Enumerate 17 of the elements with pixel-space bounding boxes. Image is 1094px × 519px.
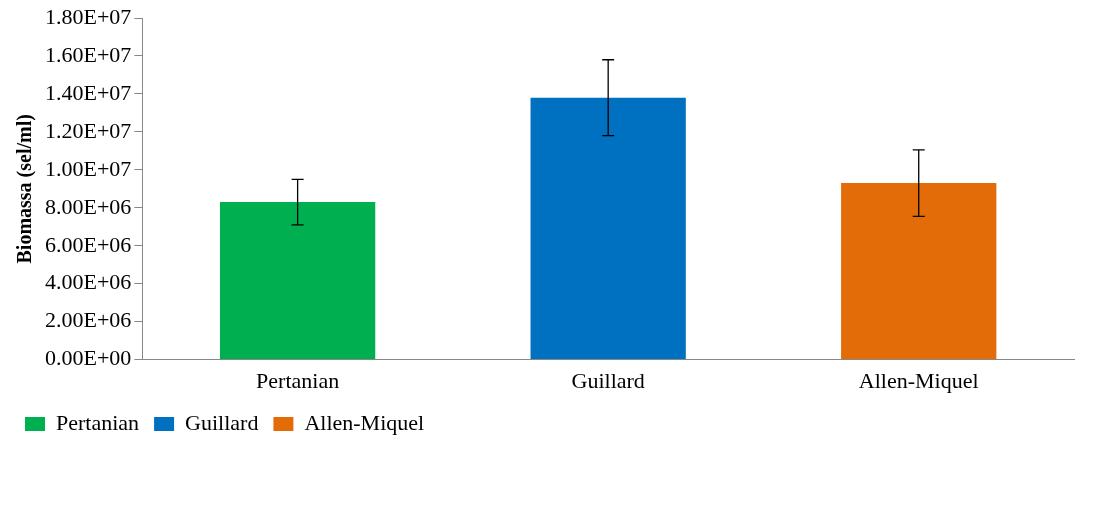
x-tick-label: Allen-Miquel: [858, 367, 979, 393]
legend-label: Allen-Miquel: [304, 409, 425, 435]
y-tick-label: 2.00E+06: [44, 307, 132, 333]
legend-label: Guillard: [185, 409, 259, 435]
legend-label: Pertanian: [56, 409, 140, 435]
y-tick-label: 1.40E+07: [44, 79, 132, 105]
y-axis-title: Biomassa (sel/ml): [13, 114, 37, 264]
y-tick-label: 1.20E+07: [44, 117, 132, 143]
y-tick-label: 8.00E+06: [44, 193, 132, 219]
x-tick-label: Guillard: [571, 367, 645, 393]
y-tick-label: 6.00E+06: [44, 231, 132, 257]
x-tick-label: Pertanian: [256, 367, 340, 393]
y-tick-label: 0.00E+00: [44, 345, 132, 371]
y-tick-label: 1.00E+07: [44, 155, 132, 181]
y-tick-label: 1.80E+07: [44, 3, 132, 29]
y-tick-label: 1.60E+07: [44, 41, 132, 67]
y-tick-label: 4.00E+06: [44, 269, 132, 295]
